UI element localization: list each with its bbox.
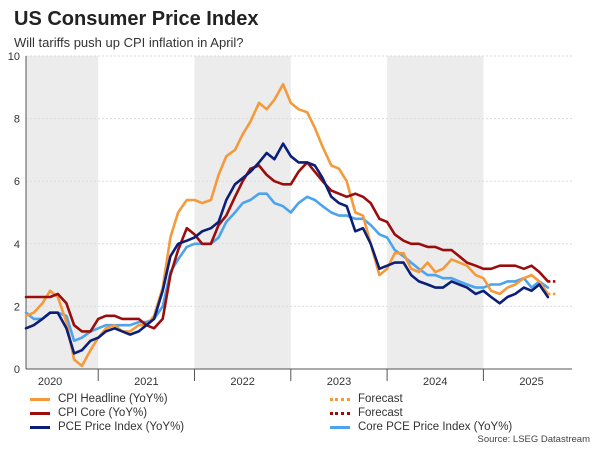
y-tick-label-2: 2: [14, 301, 20, 313]
series-line-cpi-core: [24, 161, 550, 333]
y-tick-label-0: 0: [14, 364, 20, 376]
legend-label-cpi-core: CPI Core (YoY%): [58, 407, 148, 419]
series-line-cpi-headline: [24, 82, 550, 368]
chart-subtitle: Will tariffs push up CPI inflation in Ap…: [14, 35, 244, 50]
legend-item-cpi-core: CPI Core (YoY%): [30, 407, 147, 419]
legend-item-forecast-headline: Forecast: [330, 393, 403, 405]
legend-item-forecast-core: Forecast: [330, 407, 403, 419]
legend-swatch-forecast-core: [330, 411, 350, 415]
legend-swatch-pce: [30, 425, 50, 429]
source-note: Source: LSEG Datastream: [477, 434, 590, 445]
chart-title: US Consumer Price Index: [14, 8, 259, 30]
legend-swatch-forecast-headline: [330, 397, 350, 401]
legend-swatch-cpi-core: [30, 411, 50, 415]
y-tick-label-10: 10: [8, 51, 20, 63]
y-tick-label-4: 4: [14, 239, 20, 251]
shaded-period-1: [194, 56, 291, 369]
x-tick-label-2025: 2025: [519, 376, 543, 388]
x-tick-label-2021: 2021: [134, 376, 158, 388]
x-tick-label-2020: 2020: [38, 376, 62, 388]
x-tick-label-2022: 2022: [230, 376, 254, 388]
y-tick-label-6: 6: [14, 176, 20, 188]
legend-item-pce: PCE Price Index (YoY%): [30, 421, 184, 433]
legend-label-core-pce: Core PCE Price Index (YoY%): [358, 421, 513, 433]
legend-swatch-cpi-headline: [30, 397, 50, 401]
legend-label-forecast-headline: Forecast: [358, 393, 403, 405]
legend-label-cpi-headline: CPI Headline (YoY%): [58, 393, 168, 405]
legend-label-forecast-core: Forecast: [358, 407, 403, 419]
shaded-period-0: [26, 56, 99, 369]
series-line-pce: [24, 142, 550, 355]
legend-item-core-pce: Core PCE Price Index (YoY%): [330, 421, 512, 433]
shaded-period-2: [387, 56, 484, 369]
legend-item-cpi-headline: CPI Headline (YoY%): [30, 393, 168, 405]
y-tick-label-8: 8: [14, 114, 20, 126]
x-tick-label-2024: 2024: [423, 376, 447, 388]
legend-swatch-core-pce: [330, 425, 350, 429]
x-tick-label-2023: 2023: [327, 376, 351, 388]
legend-label-pce: PCE Price Index (YoY%): [58, 421, 185, 433]
